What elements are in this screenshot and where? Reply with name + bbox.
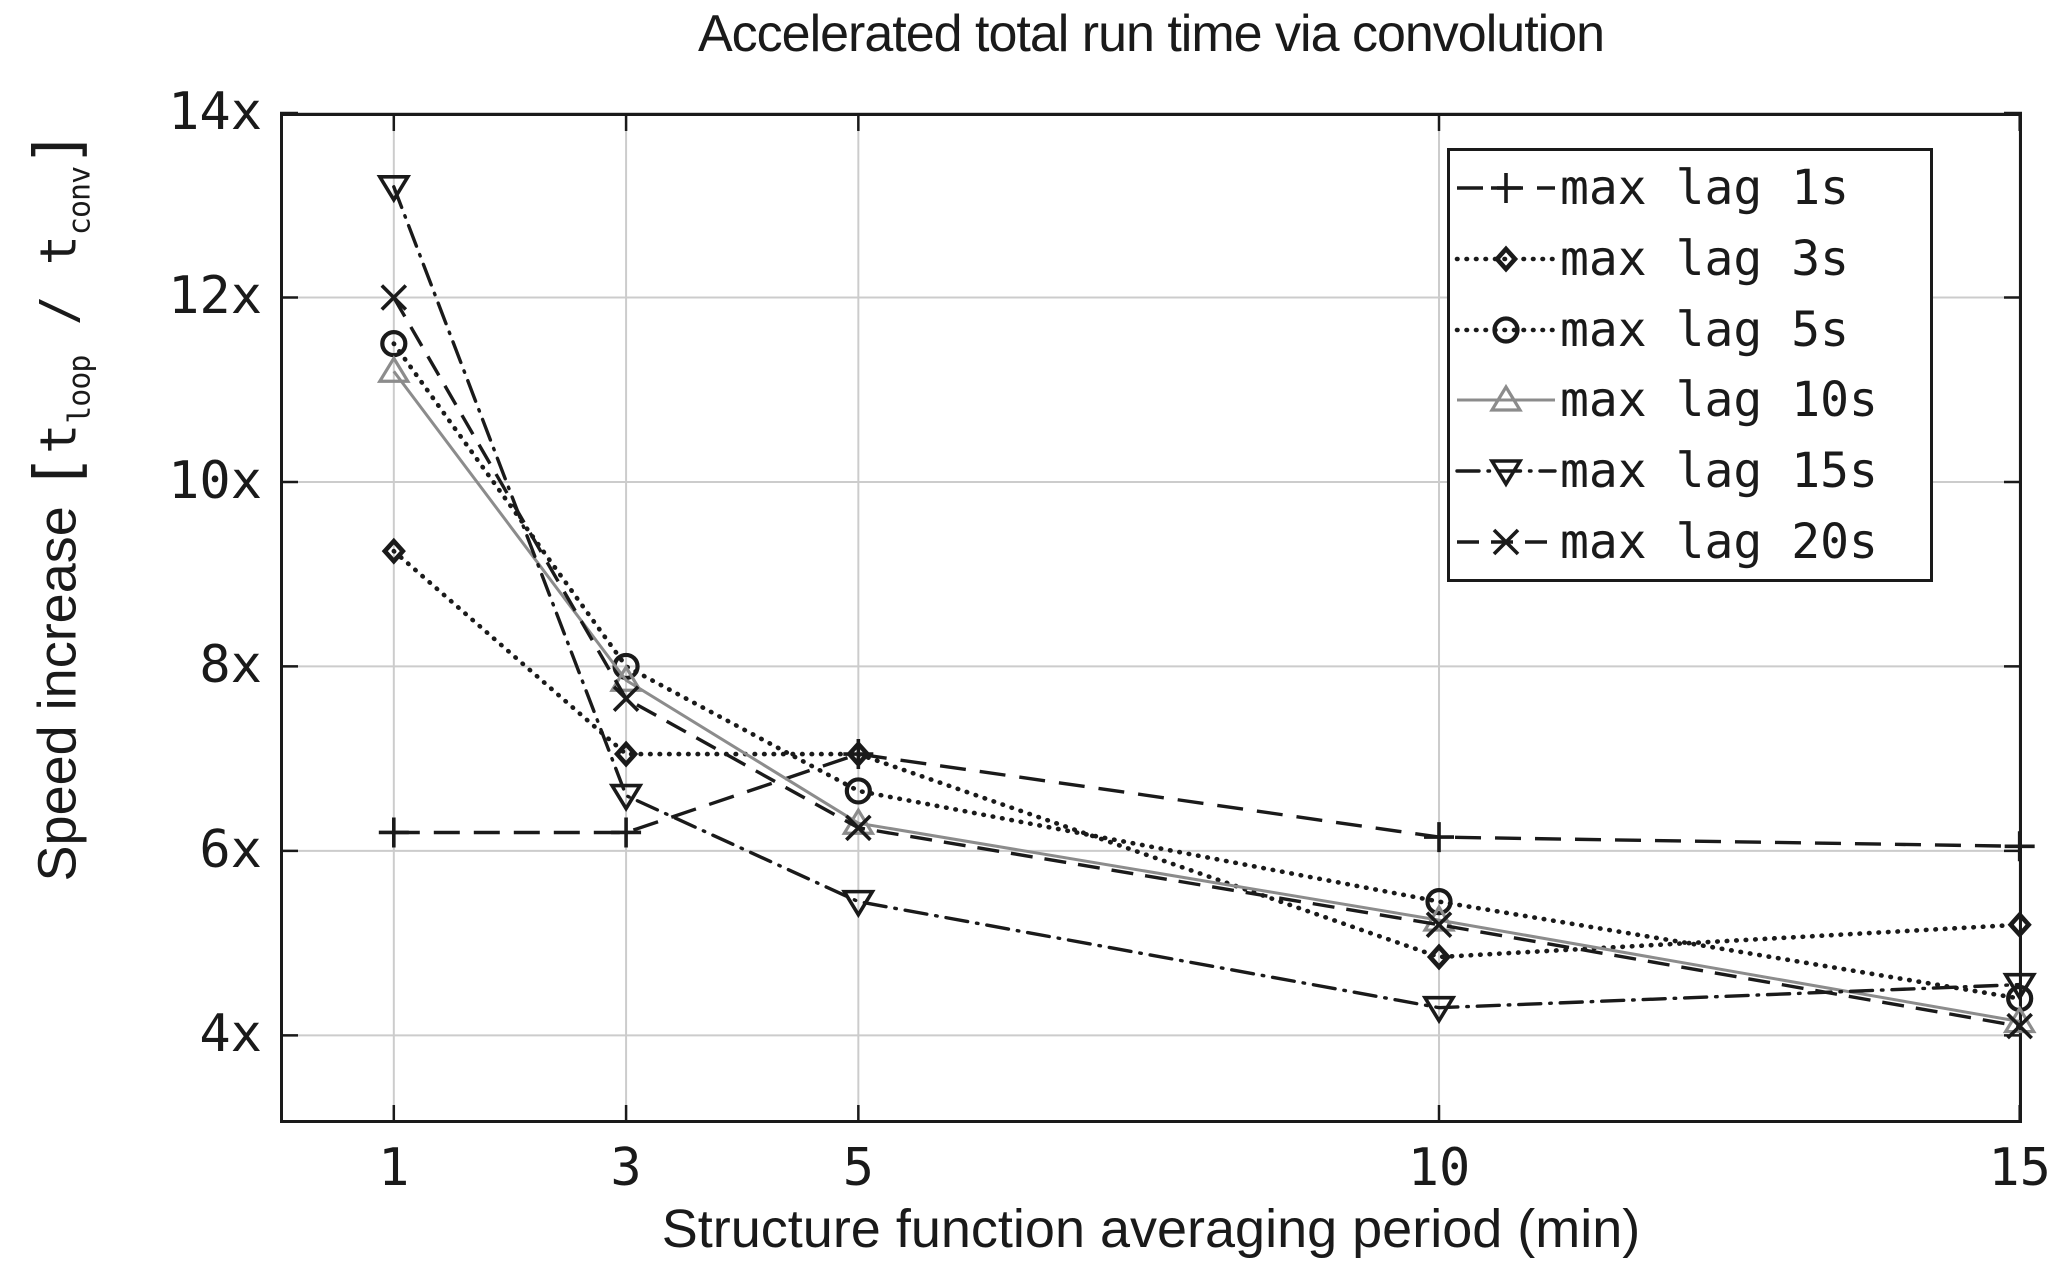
legend-sample-plus [1457, 173, 1555, 204]
x-tick-label: 5 [842, 1138, 874, 1198]
y-tick-label: 6x [199, 819, 262, 880]
legend-item: max lag 5s [1454, 296, 1930, 364]
triangle-down-marker [376, 174, 412, 204]
legend-label: max lag 10s [1560, 372, 1878, 429]
plus-marker [2004, 831, 2035, 862]
plus-marker [611, 817, 642, 848]
x-marker [1492, 528, 1520, 555]
series-line [392, 370, 2020, 1023]
legend-label: max lag 15s [1560, 442, 1878, 499]
circle-marker [380, 329, 408, 358]
diamond-marker [1426, 943, 1452, 971]
x-tick-label: 10 [1407, 1138, 1471, 1198]
diamond-marker [381, 537, 406, 565]
x-marker [2006, 1012, 2033, 1040]
series-line [393, 752, 2020, 848]
x-axis-label: Structure function averaging period (min… [661, 1199, 1641, 1259]
series-line [392, 185, 2022, 1010]
series-line [391, 548, 2022, 960]
x-marker [380, 284, 408, 311]
circle-marker [1425, 888, 1453, 916]
legend: max lag 1s max lag 3s max lag 5s max lag 10… [1447, 148, 1933, 582]
chart-title: Accelerated total run time via convoluti… [697, 5, 1605, 63]
plus-marker [1491, 173, 1521, 204]
legend-sample-triangle-up [1457, 384, 1555, 412]
legend-sample-diamond [1454, 245, 1558, 273]
y-tick-label: 10x [168, 450, 262, 511]
x-tick-label: 15 [1988, 1138, 2051, 1198]
triangle-up-marker [376, 355, 411, 383]
legend-item: max lag 20s [1454, 508, 1930, 576]
triangle-up-marker [1489, 384, 1523, 412]
legend-label: max lag 20s [1560, 513, 1878, 570]
triangle-down-marker [841, 889, 876, 919]
plot-area [280, 111, 2037, 1123]
triangle-down-marker [608, 783, 644, 813]
plus-marker [1424, 822, 1455, 853]
legend-item: max lag 1s [1454, 154, 1930, 222]
y-tick-label: 14x [168, 82, 262, 142]
diamond-marker [846, 740, 871, 768]
plus-marker [378, 817, 409, 848]
legend-label: max lag 1s [1560, 160, 1849, 217]
x-marker [845, 814, 872, 842]
legend-label: max lag 5s [1560, 301, 1849, 358]
legend-sample-circle [1454, 316, 1558, 344]
diamond-marker [1493, 245, 1519, 273]
legend-sample-triangle-down [1455, 459, 1557, 488]
circle-marker [1492, 316, 1520, 344]
legend-sample-x [1457, 528, 1555, 555]
legend-item: max lag 3s [1454, 225, 1930, 293]
x-marker [1425, 911, 1453, 938]
y-axis-t-conv: t [29, 234, 88, 265]
y-axis-sub-loop: loop [62, 355, 98, 424]
diamond-marker [2007, 911, 2032, 939]
axes-box [280, 113, 2022, 1123]
diamond-marker [613, 740, 639, 768]
y-axis-t-loop: t [29, 423, 88, 454]
x-tick-label: 3 [610, 1138, 642, 1198]
y-tick-label: 12x [168, 266, 262, 327]
y-tick-label: 4x [199, 1004, 262, 1065]
y-axis-sub-conv: conv [62, 166, 98, 235]
triangle-down-marker [2002, 972, 2037, 1002]
triangle-up-marker [609, 664, 643, 692]
series-line [391, 341, 2022, 1001]
x-marker [612, 685, 640, 712]
x-tick-label: 1 [378, 1138, 410, 1198]
legend-item: max lag 15s [1454, 437, 1930, 505]
legend-label: max lag 3s [1560, 230, 1849, 287]
circle-marker [844, 777, 872, 805]
triangle-down-marker [1488, 459, 1524, 488]
triangle-down-marker [1421, 995, 1457, 1025]
y-tick-label: 8x [199, 635, 262, 696]
legend-item: max lag 10s [1454, 366, 1930, 434]
